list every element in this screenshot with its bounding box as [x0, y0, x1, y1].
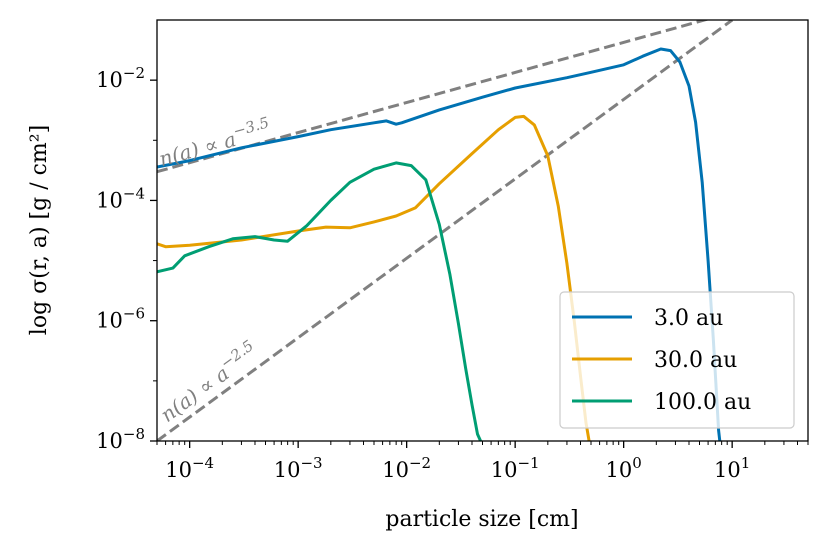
legend-label-3: 100.0 au [654, 390, 751, 415]
x-tick-label: 10−1 [491, 454, 540, 482]
series-line-2 [157, 114, 591, 441]
x-tick-label: 10−2 [382, 454, 431, 482]
series-line-1 [157, 47, 722, 441]
x-axis-ticks: 10−4 10−3 10−2 10−1 100 101 [156, 441, 809, 482]
y-tick-label: 10−4 [96, 184, 145, 212]
data-series [157, 47, 722, 441]
series-line-3 [157, 161, 482, 441]
y-tick-label: 10−8 [96, 425, 145, 453]
y-axis-ticks: 10−2 10−4 10−6 10−8 [96, 64, 157, 453]
legend: 3.0 au 30.0 au 100.0 au [559, 291, 795, 429]
legend-label-2: 30.0 au [654, 348, 737, 373]
reference-annotations: n(a) ∝ a−3.5 n(a) ∝ a−2.5 [154, 113, 273, 427]
y-tick-label: 10−6 [96, 305, 145, 333]
y-axis-label: log σ(r, a) [g / cm²] [27, 125, 52, 335]
x-tick-label: 101 [714, 454, 750, 482]
legend-box [559, 291, 795, 429]
reference-line-2 [157, 20, 734, 441]
reference-label-2: n(a) ∝ a−2.5 [154, 336, 263, 427]
reference-label-1: n(a) ∝ a−3.5 [155, 113, 273, 171]
x-tick-label: 10−3 [274, 454, 323, 482]
legend-label-1: 3.0 au [654, 306, 723, 331]
x-tick-label: 10−4 [165, 454, 214, 482]
x-tick-label: 100 [606, 454, 642, 482]
y-tick-label: 10−2 [96, 64, 145, 92]
x-axis-label: particle size [cm] [385, 507, 578, 532]
